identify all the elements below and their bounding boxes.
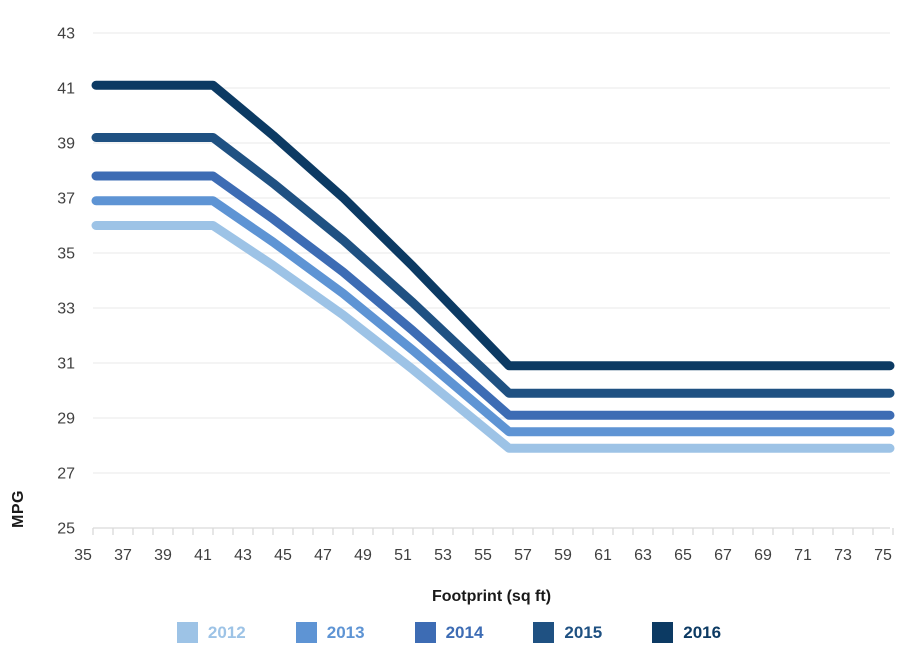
legend-item-2014: 2014 xyxy=(414,622,484,643)
legend-item-2012: 2012 xyxy=(176,622,246,643)
chart-plot-area: 25 27 29 31 33 35 37 39 41 43 35 37 39 41 43 45 47 49 51 53… xyxy=(57,26,895,564)
chart-legend: 2012 2013 2014 2015 2016 xyxy=(0,622,898,643)
x-tick-label: 39 xyxy=(154,547,172,564)
x-tick-label: 47 xyxy=(314,547,332,564)
x-tick-label: 49 xyxy=(354,547,372,564)
legend-item-2016: 2016 xyxy=(652,622,721,643)
x-tick-label: 67 xyxy=(714,547,732,564)
y-tick-label: 43 xyxy=(57,26,75,43)
legend-item-2015: 2015 xyxy=(533,622,602,643)
legend-swatch-2012 xyxy=(176,622,198,643)
y-tick-label: 41 xyxy=(57,81,75,98)
x-tick-label: 71 xyxy=(794,547,812,564)
y-tick-label: 39 xyxy=(57,136,75,153)
legend-swatch-2015 xyxy=(533,622,555,643)
x-tick-label: 53 xyxy=(434,547,452,564)
x-axis-title: Footprint (sq ft) xyxy=(431,588,552,605)
y-tick-label: 25 xyxy=(57,521,75,538)
x-tick-label: 41 xyxy=(194,547,212,564)
x-tick-label: 55 xyxy=(474,547,492,564)
x-tick-label: 37 xyxy=(114,547,132,564)
y-tick-label: 29 xyxy=(57,411,75,428)
x-tick-label: 63 xyxy=(634,547,652,564)
x-tick-label: 45 xyxy=(274,547,292,564)
legend-item-2013: 2013 xyxy=(295,622,365,643)
x-tick-label: 69 xyxy=(754,547,772,564)
x-tick-label: 43 xyxy=(234,547,252,564)
legend-swatch-2016 xyxy=(652,622,674,643)
y-tick-label: 33 xyxy=(57,301,75,318)
y-tick-label: 37 xyxy=(57,191,75,208)
x-tick-label: 65 xyxy=(674,547,692,564)
legend-label-2015: 2015 xyxy=(564,622,603,642)
legend-label-2013: 2013 xyxy=(326,622,365,642)
x-tick-label: 59 xyxy=(554,547,572,564)
series-line-2016 xyxy=(91,80,895,371)
y-tick-label: 35 xyxy=(57,246,75,263)
y-tick-label: 31 xyxy=(57,356,75,373)
legend-swatch-2013 xyxy=(295,622,317,643)
series-line-2012 xyxy=(91,221,895,453)
legend-label-2016: 2016 xyxy=(683,622,722,642)
x-tick-label: 51 xyxy=(394,547,412,564)
series-line-2013 xyxy=(91,196,895,437)
y-axis-title: MPG xyxy=(10,490,27,528)
series-line-2015 xyxy=(91,133,895,398)
x-tick-label: 75 xyxy=(874,547,892,564)
series-line-2014 xyxy=(91,171,895,420)
x-tick-label: 73 xyxy=(834,547,852,564)
legend-label-2014: 2014 xyxy=(445,622,484,642)
x-tick-label: 61 xyxy=(594,547,612,564)
y-tick-label: 27 xyxy=(57,466,75,483)
x-tick-label: 57 xyxy=(514,547,532,564)
legend-label-2012: 2012 xyxy=(207,622,246,642)
legend-swatch-2014 xyxy=(414,622,436,643)
x-tick-label: 35 xyxy=(74,547,92,564)
